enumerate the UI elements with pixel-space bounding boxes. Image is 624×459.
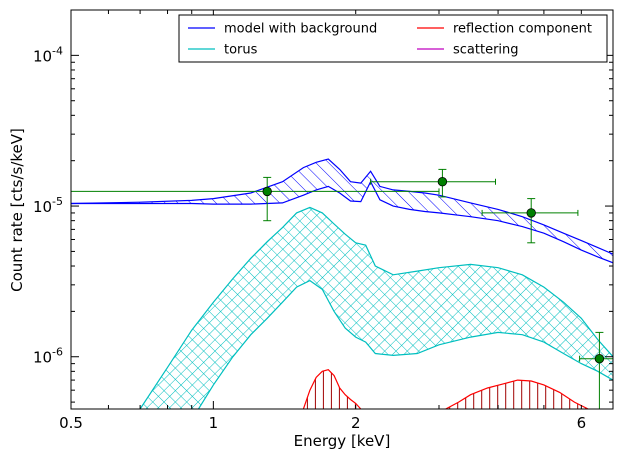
reflection-area-2 — [446, 380, 588, 409]
legend-label: torus — [224, 43, 258, 58]
data-point-2 — [370, 168, 496, 198]
legend-frame — [178, 14, 608, 63]
series-layer — [71, 158, 613, 409]
x-tick-label: 2 — [351, 414, 361, 432]
model-lower-line — [71, 180, 613, 264]
legend-label: scattering — [453, 43, 519, 58]
data-marker — [594, 354, 605, 364]
data-point-4 — [579, 331, 613, 410]
data-points — [71, 168, 613, 410]
y-axis-label: Count rate [cts/s/keV] — [8, 128, 26, 292]
x-tick-label: 6 — [577, 414, 587, 432]
x-axis-ticks: 0.5 1 2 6 — [59, 10, 614, 432]
legend-label: model with background — [224, 22, 377, 37]
legend-item-reflection-component: reflection component — [417, 22, 592, 37]
model-band — [71, 159, 613, 263]
y-tick-label: 10-6 — [33, 346, 63, 367]
y-tick-label: 10-5 — [33, 195, 63, 216]
legend: model with background reflection componen… — [178, 14, 608, 63]
reflection-line-2 — [445, 379, 589, 409]
x-tick-label: 0.5 — [59, 414, 83, 432]
data-point-1 — [71, 176, 440, 222]
torus-upper-line — [139, 206, 613, 409]
plot-frame — [70, 9, 614, 410]
data-point-3 — [481, 198, 579, 244]
x-tick-label: 1 — [209, 414, 219, 432]
legend-item-torus: torus — [188, 43, 258, 58]
y-axis-ticks: 10-6 10-5 10-4 — [33, 9, 613, 403]
data-marker — [262, 186, 272, 197]
legend-item-scattering: scattering — [417, 43, 519, 58]
x-axis-label: Energy [keV] — [294, 432, 391, 450]
data-marker — [437, 176, 448, 187]
torus-lower-line — [197, 279, 613, 409]
data-marker — [526, 208, 536, 218]
torus-band — [140, 207, 613, 409]
reflection-area-1 — [303, 370, 360, 409]
legend-item-model-with-background: model with background — [188, 22, 377, 37]
y-tick-label: 10-4 — [33, 44, 63, 65]
legend-label: reflection component — [453, 22, 592, 37]
reflection-line-1 — [302, 369, 362, 409]
